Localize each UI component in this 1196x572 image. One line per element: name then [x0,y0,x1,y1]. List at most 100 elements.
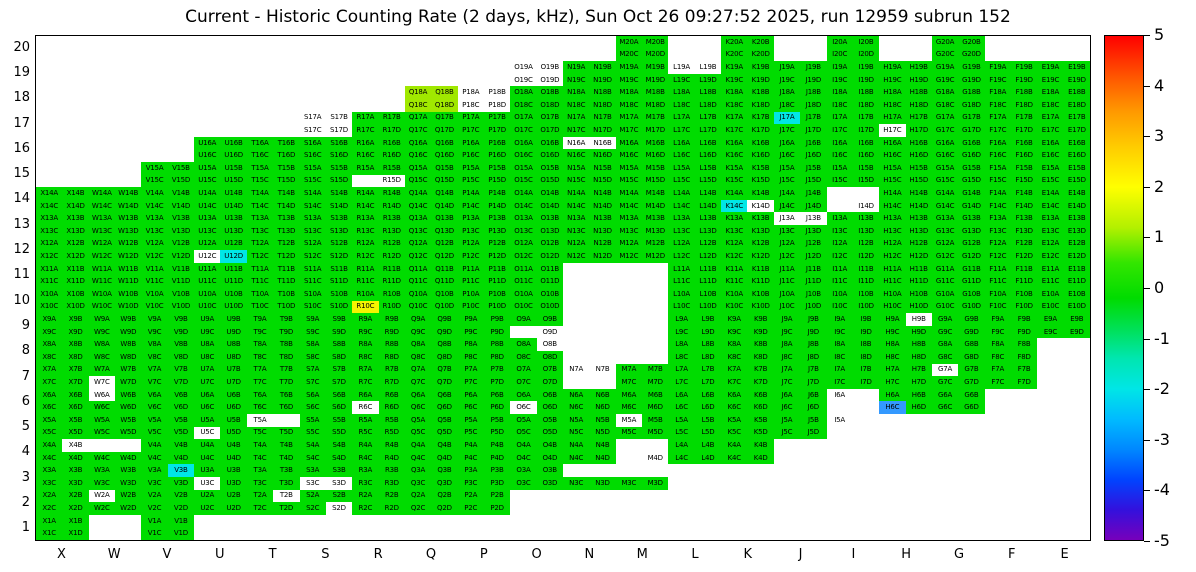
quarter-K6D: K6D [747,401,774,414]
quarter-Q5B: Q5B [431,414,458,427]
quarter-R1B [379,515,405,528]
quarter-L12B: L12B [694,237,722,251]
quarter-O7C: O7C [510,376,537,389]
quarter-M3A [616,464,642,477]
quarter-F9B: F9B [1010,313,1038,326]
quarter-W18D [115,99,141,112]
quarter-G1C [932,527,958,540]
quarter-U7B: U7B [220,363,247,377]
grid-cell-V5: V5A V5B V5C V5D [141,414,195,440]
quarter-G3B [958,464,984,477]
quarter-I17A: I17A [826,111,853,125]
quarter-K13B: K13B [747,212,774,225]
grid-cell-H6: H6A H6B H6C H6D [879,388,932,414]
x-axis-label-Q: Q [425,547,437,562]
grid-cell-G17: G17A G17B G17C G17D [931,111,985,137]
quarter-I16C: I16C [826,149,853,162]
quarter-R7C: R7C [352,376,379,389]
quarter-G7A: G7A [931,363,959,377]
quarter-H19C: H19C [879,73,906,87]
x-axis-label-O: O [531,547,542,562]
quarter-I15B: I15B [852,162,880,175]
quarter-L9A: L9A [668,313,695,326]
quarter-F18B: F18B [1010,86,1038,99]
quarter-F8A: F8A [984,338,1011,351]
quarter-W11D: W11D [115,275,142,288]
grid-cell-V11: V11A V11B V11C V11D [141,262,195,288]
grid-cell-T2: T2A T2B T2C T2D [246,489,300,515]
quarter-M11B [642,263,668,276]
quarter-K18A: K18A [721,86,748,99]
quarter-F1A [985,515,1011,528]
quarter-G9D: G9D [958,325,985,339]
quarter-F3C [985,477,1011,490]
grid-cell-E18: E18A E18B E18C E18D [1037,86,1090,112]
quarter-Q1C [405,527,431,540]
quarter-U12B: U12B [220,237,247,251]
grid-cell-G14: G14A G14B G14C G14D [931,187,985,213]
grid-cell-M12: M12A M12B M12C M12D [615,237,669,263]
grid-cell-J18: J18A J18B J18C J18D [773,86,827,112]
grid-cell-W19 [89,61,142,86]
quarter-N1A [563,515,589,528]
quarter-R14B: R14B [378,187,405,200]
grid-cell-T7: T7A T7B T7C T7D [246,363,300,389]
quarter-U10D: U10D [220,300,247,314]
grid-cell-N18: N18A N18B N18C N18D [563,86,616,112]
quarter-W13B: W13B [115,212,142,225]
quarter-X6A: X6A [36,388,63,402]
quarter-H13B: H13B [905,212,932,225]
quarter-E14A: E14A [1037,187,1064,200]
grid-cell-S10: S10A S10B S10C S10D [299,288,353,314]
quarter-J17B: J17B [800,111,827,125]
quarter-J1C [774,527,800,540]
quarter-F20A [985,36,1011,49]
grid-cell-H15: H15A H15B H15C H15D [879,162,932,188]
quarter-W10A: W10A [88,288,116,301]
quarter-J9D: J9D [800,325,827,339]
grid-cell-O15: O15A O15B O15C O15D [510,162,563,188]
quarter-P4D: P4D [483,451,511,465]
quarter-I6C [827,401,853,414]
quarter-Q13D: Q13D [431,224,458,238]
quarter-X5C: X5C [36,426,63,440]
quarter-N17A: N17A [563,111,590,125]
grid-cell-E2 [1037,490,1090,515]
quarter-O20D [537,49,563,62]
grid-cell-V12: V12A V12B V12C V12D [141,237,195,263]
quarter-T13B: T13B [273,212,300,225]
quarter-V6A: V6A [141,388,168,402]
quarter-T3A: T3A [246,464,274,477]
quarter-P2A: P2A [457,489,484,503]
quarter-E5A [1037,414,1063,427]
grid-cell-H13: H13A H13B H13C H13D [879,212,932,238]
quarter-G6A: G6A [931,388,959,402]
quarter-E6B [1064,389,1090,402]
quarter-N10B [589,288,615,301]
quarter-P20A [458,36,484,49]
grid-cell-I19: I19A I19B I19C I19D [826,61,880,87]
quarter-W11C: W11C [88,275,116,288]
quarter-X20A [36,36,62,49]
grid-cell-T11: T11A T11B T11C T11D [246,262,300,288]
quarter-G13A: G13A [931,212,959,225]
quarter-H12D: H12D [905,250,932,263]
quarter-V2D: V2D [167,502,195,515]
grid-cell-M1 [616,515,669,540]
quarter-O1B [537,515,563,528]
quarter-R8B: R8B [378,338,405,351]
quarter-H19B: H19B [905,61,932,74]
quarter-S9C: S9C [299,325,326,339]
quarter-V6B: V6B [167,388,195,402]
quarter-V4B: V4B [167,439,195,452]
quarter-F13D: F13D [1010,224,1038,238]
quarter-P19A [458,61,484,74]
quarter-F7A: F7A [984,363,1011,377]
quarter-Q1D [431,527,457,540]
quarter-N5B: N5B [589,414,616,427]
grid-cell-M4: M4D [616,439,669,465]
quarter-P16C: P16C [457,149,484,162]
quarter-N6C: N6C [563,401,590,414]
grid-cell-W18 [89,86,142,111]
grid-cell-R7: R7A R7B R7C R7D [352,363,405,389]
